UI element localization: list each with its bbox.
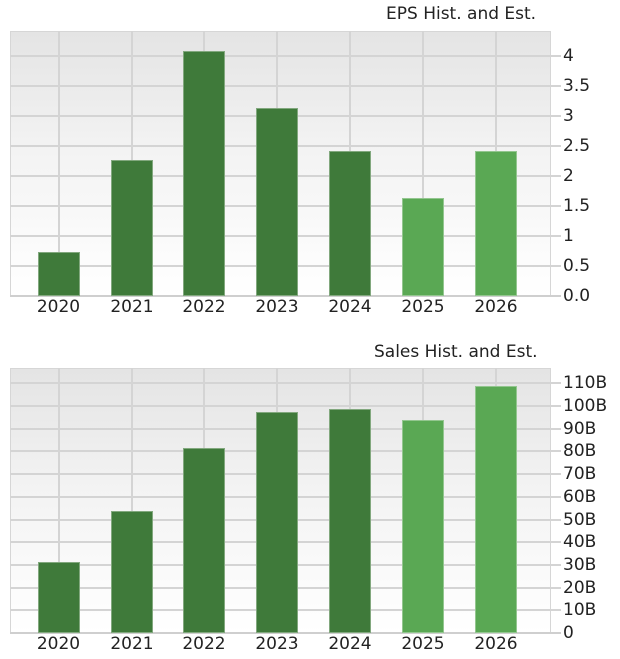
chart-title: Sales Hist. and Est. — [374, 342, 538, 362]
x-tick-label: 2026 — [474, 297, 518, 317]
y-tick-label: 4 — [563, 46, 574, 66]
x-tick-label: 2024 — [328, 297, 372, 317]
y-tick-label: 10B — [563, 600, 597, 621]
horizontal-gridline — [10, 405, 561, 407]
horizontal-gridline — [10, 382, 561, 385]
historical-bar[interactable] — [183, 51, 225, 296]
vertical-gridline — [57, 368, 60, 633]
x-tick-label: 2021 — [110, 297, 154, 317]
y-tick-label: 50B — [563, 509, 597, 530]
x-tick-label: 2026 — [474, 634, 518, 654]
eps-chart: EPS Hist. and Est. 0.0 0.5 1 1.5 2 2.5 3 3.5 4 2… — [10, 4, 591, 317]
y-tick-label: 3 — [563, 106, 574, 126]
x-tick-label: 2022 — [182, 634, 226, 654]
y-tick-label: 70B — [563, 464, 597, 485]
x-tick-label: 2023 — [255, 634, 299, 654]
x-tick-label: 2025 — [401, 297, 445, 317]
estimate-bar[interactable] — [402, 198, 444, 296]
y-tick-label: 1.5 — [563, 196, 591, 216]
historical-bar[interactable] — [37, 561, 80, 633]
y-tick-label: 80B — [563, 441, 597, 462]
horizontal-gridline — [10, 85, 561, 87]
x-tick-label: 2023 — [255, 297, 299, 317]
y-tick-label: 20B — [563, 577, 597, 598]
y-tick-label: 2 — [563, 166, 574, 186]
historical-bar[interactable] — [111, 159, 153, 296]
estimate-bar[interactable] — [402, 420, 444, 633]
y-tick-label: 60B — [563, 486, 597, 507]
estimate-bar[interactable] — [475, 386, 517, 633]
historical-bar[interactable] — [111, 510, 153, 633]
x-axis-line — [10, 295, 561, 297]
y-tick-label: 0 — [563, 623, 574, 643]
x-tick-label: 2020 — [36, 634, 81, 654]
historical-bar[interactable] — [183, 447, 225, 633]
x-tick-label: 2021 — [110, 634, 154, 654]
historical-bar[interactable] — [37, 252, 80, 296]
y-tick-label: 110B — [563, 373, 608, 394]
estimate-bar[interactable] — [475, 150, 517, 296]
x-tick-label: 2020 — [36, 297, 81, 317]
historical-bar[interactable] — [329, 150, 371, 296]
y-tick-label: 90B — [563, 418, 597, 439]
vertical-gridline — [422, 31, 424, 296]
x-tick-label: 2025 — [401, 634, 445, 654]
x-tick-label: 2022 — [182, 297, 226, 317]
y-tick-label: 1 — [563, 226, 574, 246]
x-axis-line — [10, 632, 561, 634]
chart-title: EPS Hist. and Est. — [386, 4, 537, 24]
historical-bar[interactable] — [329, 409, 371, 633]
y-tick-label: 0.0 — [563, 286, 591, 306]
historical-bar[interactable] — [256, 108, 298, 296]
x-tick-label: 2024 — [328, 634, 372, 654]
y-tick-label: 3.5 — [563, 76, 591, 96]
y-tick-label: 100B — [563, 396, 608, 416]
y-tick-label: 0.5 — [563, 256, 591, 276]
y-tick-label: 30B — [563, 554, 597, 575]
y-tick-label: 2.5 — [563, 136, 591, 156]
historical-bar[interactable] — [256, 412, 298, 633]
horizontal-gridline — [10, 55, 561, 57]
vertical-gridline — [57, 31, 60, 296]
y-tick-label: 40B — [563, 532, 597, 553]
vertical-gridline — [131, 368, 133, 633]
